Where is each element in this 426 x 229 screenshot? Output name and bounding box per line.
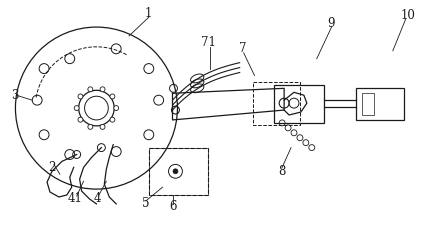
Text: 2: 2: [48, 161, 55, 174]
Text: 9: 9: [326, 17, 334, 30]
Text: 8: 8: [278, 165, 285, 178]
Circle shape: [74, 106, 79, 111]
Circle shape: [100, 87, 105, 92]
Bar: [361, 93, 373, 115]
Text: 3: 3: [11, 89, 18, 102]
Text: 5: 5: [142, 197, 149, 210]
Bar: [148, 148, 207, 195]
Circle shape: [78, 94, 83, 99]
Bar: [273, 85, 323, 123]
Text: 4: 4: [93, 192, 101, 205]
Bar: [252, 82, 299, 125]
Text: 71: 71: [200, 36, 215, 49]
Circle shape: [173, 169, 178, 174]
Circle shape: [78, 117, 83, 122]
Circle shape: [109, 117, 115, 122]
Circle shape: [88, 124, 92, 129]
Circle shape: [88, 87, 92, 92]
Text: 1: 1: [145, 7, 152, 20]
Circle shape: [100, 124, 105, 129]
Circle shape: [113, 106, 118, 111]
Bar: [148, 148, 207, 195]
Bar: [355, 88, 403, 120]
Text: 41: 41: [67, 192, 82, 205]
Text: 10: 10: [399, 9, 414, 22]
Text: 6: 6: [168, 200, 176, 213]
Circle shape: [109, 94, 115, 99]
Text: 7: 7: [238, 42, 246, 55]
